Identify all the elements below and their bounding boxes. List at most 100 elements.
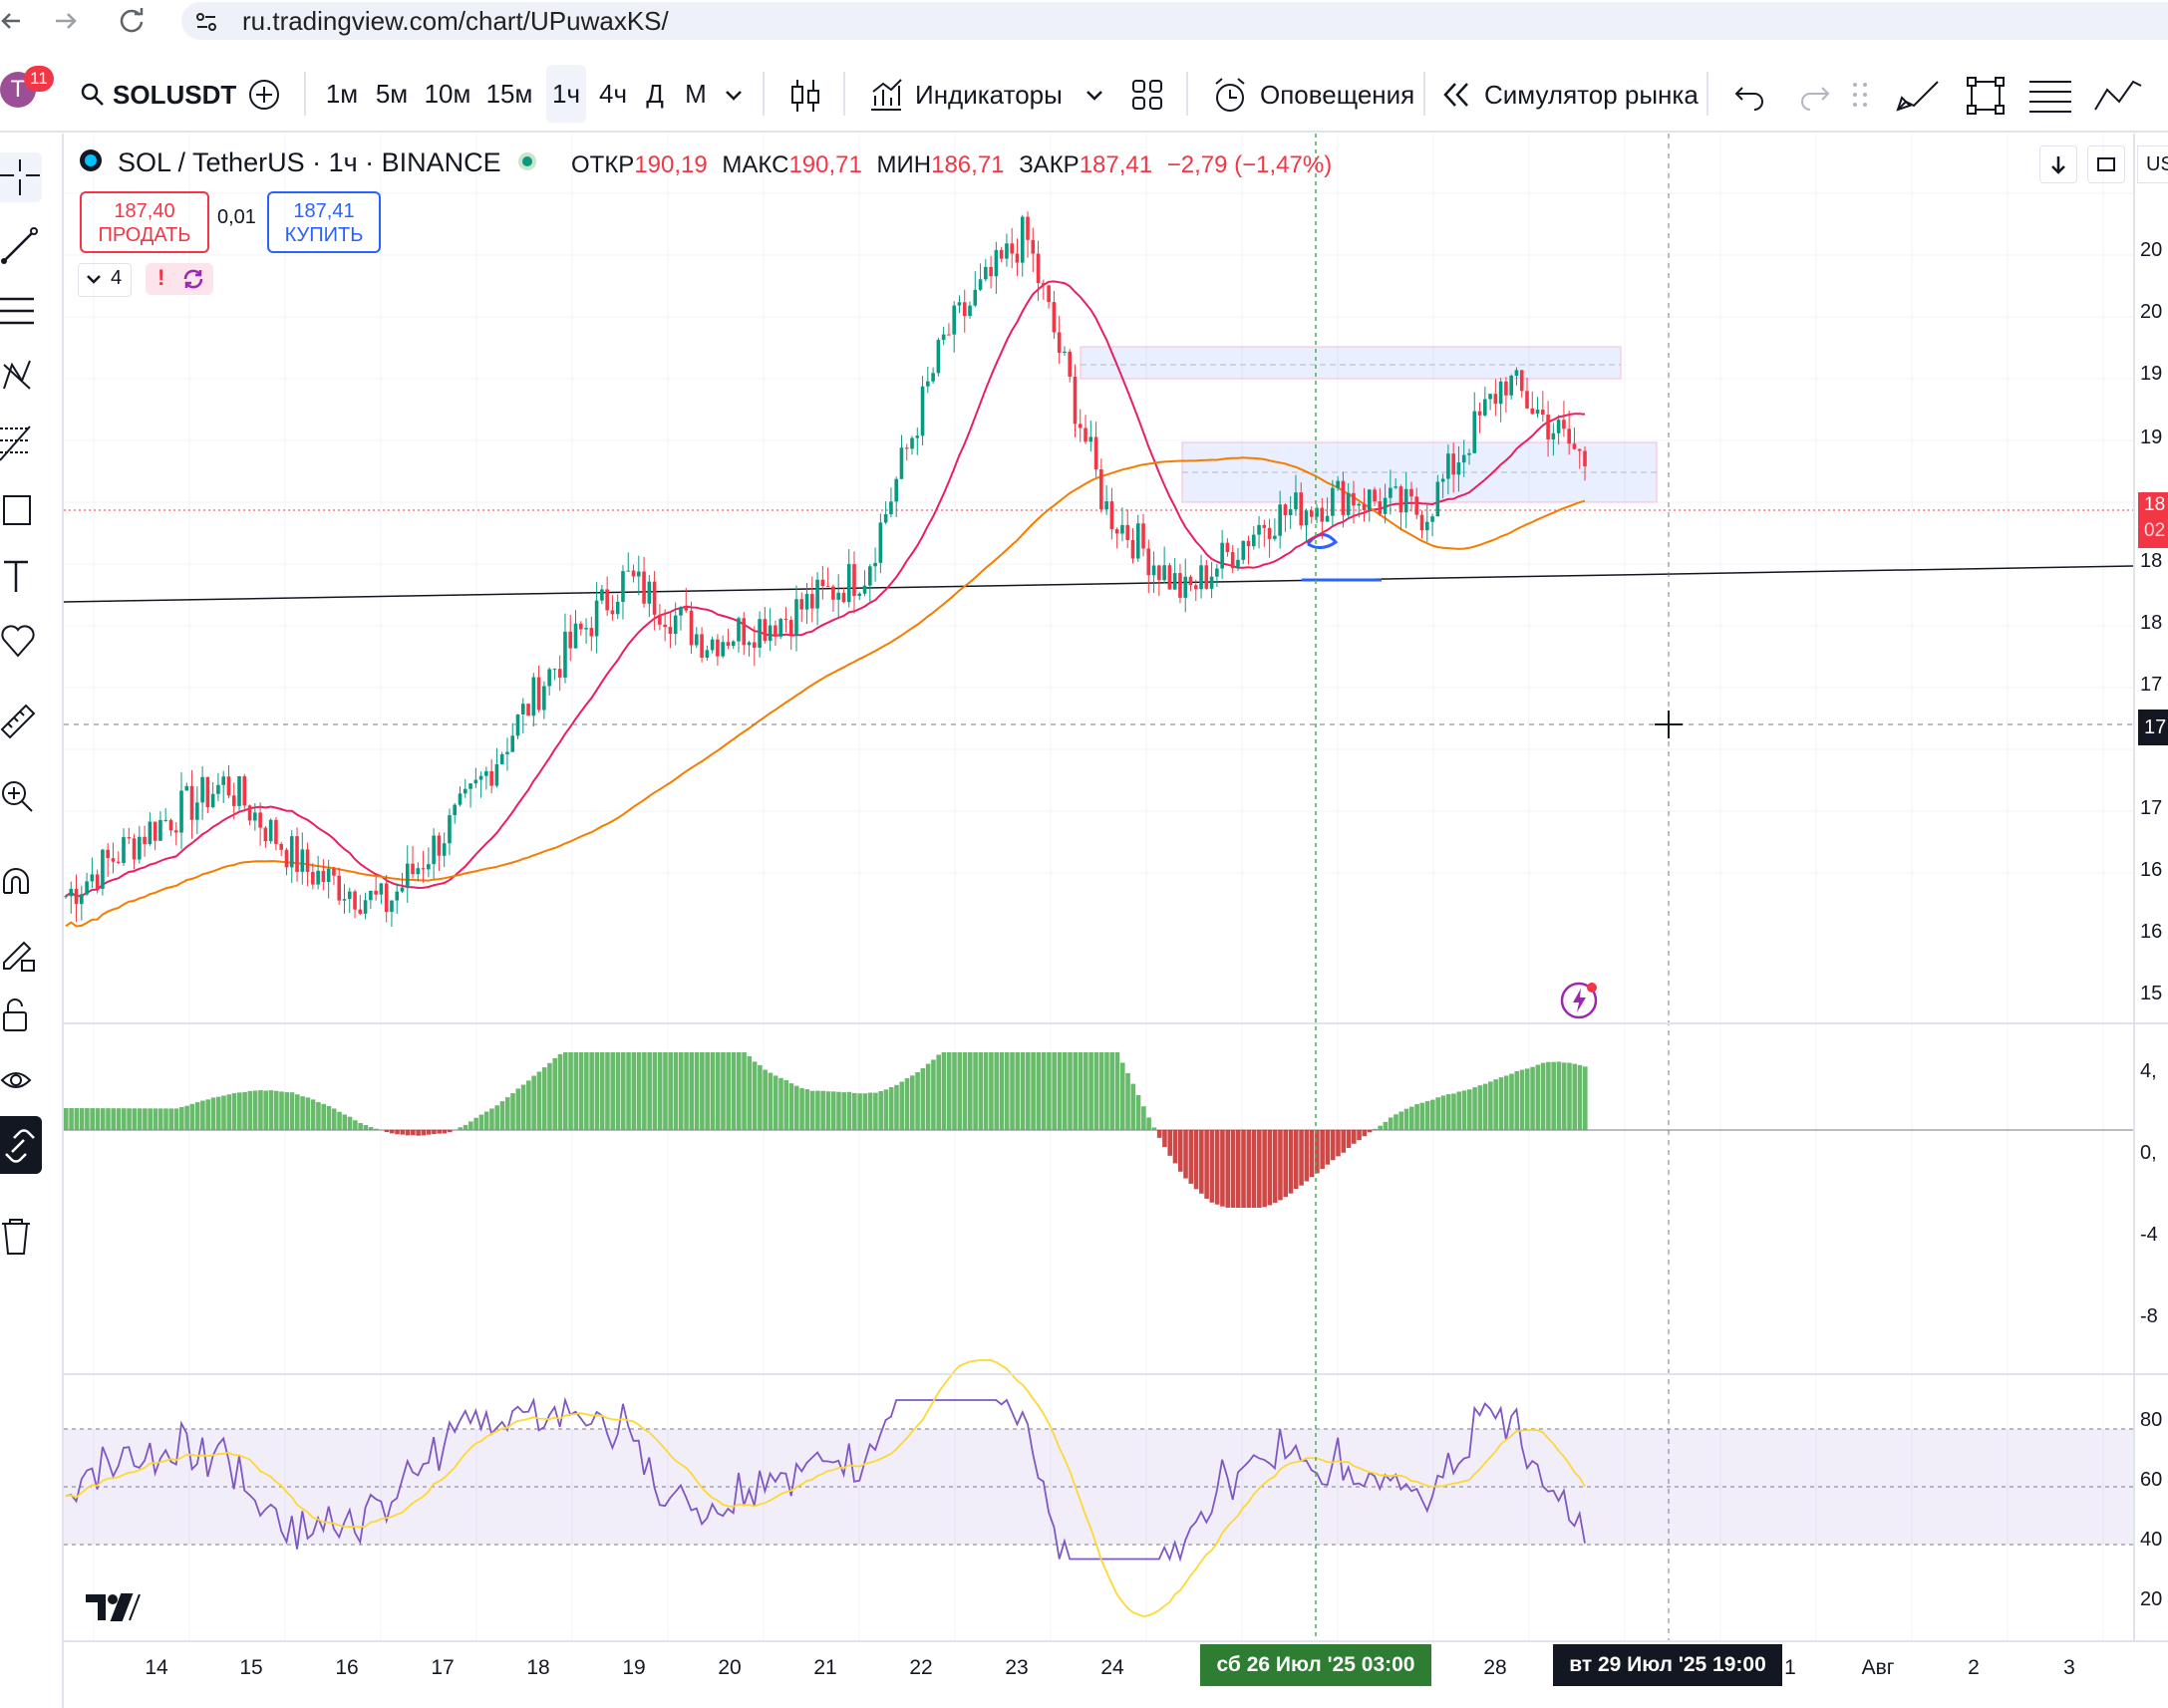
candle-body [1546,415,1550,439]
link-icon[interactable] [0,1124,44,1168]
trash-icon[interactable] [0,1216,44,1260]
fib-retracement-icon[interactable] [0,421,44,464]
url-text[interactable]: ru.tradingview.com/chart/UPuwaxKS/ [242,6,669,36]
timeframe-m[interactable]: М [685,79,707,109]
market-status-icon[interactable] [518,152,536,170]
replay-button[interactable]: Симулятор рынка [1484,80,1699,110]
candle-body [878,522,883,563]
histogram-bar [1378,1125,1383,1130]
lock-pencil-icon[interactable] [0,931,44,975]
ruler-icon[interactable] [0,698,44,741]
chevron-down-icon[interactable] [722,86,746,106]
buy-button[interactable]: 187,41 КУПИТЬ [267,191,381,253]
shapes-icon[interactable] [0,488,44,532]
sell-label: ПРОДАТЬ [98,224,191,246]
alarm-clock-icon[interactable] [1210,76,1250,116]
pane-separator[interactable] [64,1373,2168,1375]
candle-body [1283,504,1288,515]
tradingview-logo[interactable] [86,1592,142,1622]
histogram-bar [1524,1068,1530,1130]
fib-lines-icon[interactable] [2027,76,2073,116]
histogram-bar [478,1114,484,1130]
text-tool-icon[interactable] [0,554,44,598]
site-settings-icon[interactable] [191,7,221,37]
pattern-tool-icon[interactable] [2093,76,2143,116]
eye-icon[interactable] [0,1060,44,1104]
indicators-collapse-button[interactable]: 4 [78,263,132,297]
indicators-button[interactable]: Индикаторы [915,80,1063,110]
histogram-bar [689,1052,695,1130]
address-bar[interactable] [181,2,2168,40]
chart-canvas[interactable] [64,134,2168,1708]
histogram-bar [363,1124,369,1130]
histogram-bar [400,1130,406,1135]
histogram-bar [494,1105,500,1130]
chevron-down-icon[interactable] [1083,86,1106,106]
replay-icon[interactable] [1439,80,1473,110]
candle-body [1567,428,1571,444]
symbol-search-button[interactable]: SOLUSDT [113,80,237,110]
drag-handle-icon[interactable] [1850,80,1870,110]
scroll-down-button[interactable] [2039,145,2077,183]
candle-body [610,610,615,615]
search-icon[interactable] [80,82,106,108]
lock-icon[interactable] [0,995,44,1038]
histogram-bar [684,1052,689,1130]
candle-body [578,623,583,630]
candle-body [936,340,941,374]
time-label: 1 [1784,1656,1796,1679]
histogram-bar [825,1091,831,1130]
sell-button[interactable]: 187,40 ПРОДАТЬ [80,191,209,253]
crosshair-icon[interactable] [0,155,44,199]
candle-body [552,669,557,671]
layouts-icon[interactable] [1130,78,1164,112]
histogram-bar [1130,1083,1136,1130]
fullscreen-button[interactable] [2087,145,2125,183]
histogram-bar [358,1122,363,1130]
data-warning-badge[interactable]: ! [146,263,213,295]
brush-icon[interactable] [1894,76,1942,116]
time-label: 19 [622,1656,646,1679]
back-icon[interactable] [0,6,30,36]
undo-icon[interactable] [1732,78,1766,112]
zoom-in-icon[interactable] [0,773,44,817]
candle-body [1541,410,1545,416]
notification-badge[interactable]: 11 [24,66,54,92]
timeframe-15m[interactable]: 15м [485,79,533,109]
pane-separator[interactable] [64,1022,2168,1024]
candle-body [1556,420,1561,433]
histogram-bar [310,1099,316,1130]
rectangle-tool-icon[interactable] [1966,76,2006,116]
compare-add-icon[interactable] [247,78,281,112]
histogram-bar [1088,1052,1093,1130]
buy-label: КУПИТЬ [284,224,364,246]
pitchfork-icon[interactable] [0,355,44,399]
histogram-bar [148,1108,153,1130]
candle-body [1519,370,1524,392]
trend-line-icon[interactable] [0,223,44,267]
indicators-icon[interactable] [867,76,903,114]
candle-body [1488,394,1492,400]
histogram-bar [1214,1130,1220,1205]
timeframe-10m[interactable]: 10м [424,79,471,109]
legend-title[interactable]: SOL / TetherUS · 1ч · BINANCE [118,147,501,177]
heart-icon[interactable] [0,618,44,662]
timeframe-1m[interactable]: 1м [325,79,359,109]
lightning-icon[interactable] [1559,979,1601,1020]
timeframe-5m[interactable]: 5м [375,79,409,109]
histogram-bar [673,1052,679,1130]
alerts-button[interactable]: Оповещения [1260,80,1415,110]
histogram-bar [1156,1130,1162,1138]
currency-label[interactable]: US [2137,145,2168,183]
candle-body [116,861,121,864]
timeframe-d[interactable]: Д [646,79,664,109]
magnet-icon[interactable] [0,863,44,907]
candles-type-icon[interactable] [787,76,823,116]
timeframe-1h[interactable]: 1ч [546,65,586,123]
forward-icon[interactable] [52,6,82,36]
parallel-lines-icon[interactable] [0,289,44,333]
redo-icon[interactable] [1798,78,1832,112]
reload-icon[interactable] [118,6,148,36]
histogram-bar [894,1084,899,1130]
timeframe-4h[interactable]: 4ч [598,79,627,109]
